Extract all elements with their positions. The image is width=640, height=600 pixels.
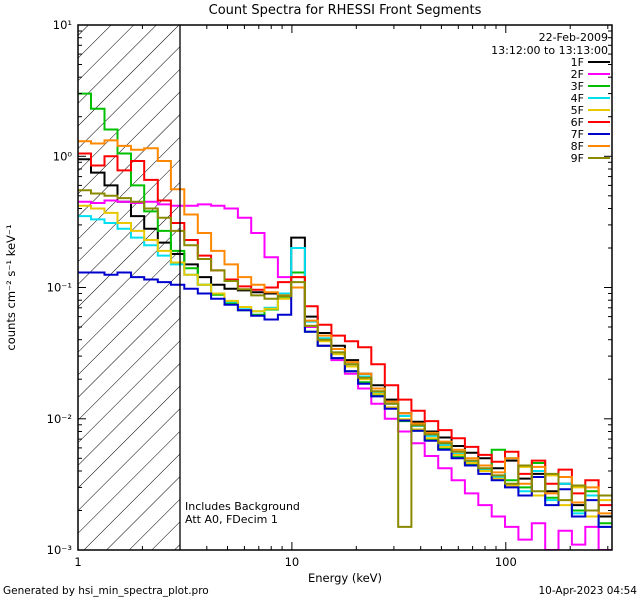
x-axis-label: Energy (keV) [308, 571, 382, 585]
legend-date: 22-Feb-2009 [539, 31, 608, 44]
footer-right: 10-Apr-2023 04:54 [538, 585, 637, 597]
annotation-attenuator: Att A0, FDecim 1 [185, 513, 278, 526]
x-tick-label: 100 [495, 555, 517, 569]
legend-label-9F: 9F [571, 152, 584, 165]
series-line-9F [78, 189, 612, 528]
legend-label-6F: 6F [571, 116, 584, 129]
legend-label-4F: 4F [571, 92, 584, 105]
y-tick-label: 10¹ [53, 18, 72, 32]
y-tick-label: 10⁻² [47, 412, 72, 426]
y-tick-label: 10⁻¹ [47, 281, 72, 295]
legend-label-5F: 5F [571, 104, 584, 117]
footer-left: Generated by hsi_min_spectra_plot.pro [3, 585, 209, 597]
y-tick-label: 10⁻³ [47, 543, 73, 557]
series-line-7F [78, 271, 612, 528]
low-energy-hatch-region [78, 25, 180, 550]
axis-ticks [77, 24, 612, 551]
y-tick-label: 10⁰ [53, 149, 73, 163]
legend-label-1F: 1F [571, 56, 584, 69]
x-tick-label: 1 [74, 555, 81, 569]
chart-title: Count Spectra for RHESSI Front Segments [209, 3, 482, 18]
x-tick-label: 10 [285, 555, 300, 569]
annotation-background: Includes Background [185, 500, 300, 513]
legend-label-7F: 7F [571, 128, 584, 141]
legend-interval: 13:12:00 to 13:13:00 [491, 44, 608, 57]
y-axis-label: counts cm⁻² s⁻¹ keV⁻¹ [4, 224, 18, 350]
legend-label-2F: 2F [571, 68, 584, 81]
legend-label-3F: 3F [571, 80, 584, 93]
legend-label-8F: 8F [571, 140, 584, 153]
